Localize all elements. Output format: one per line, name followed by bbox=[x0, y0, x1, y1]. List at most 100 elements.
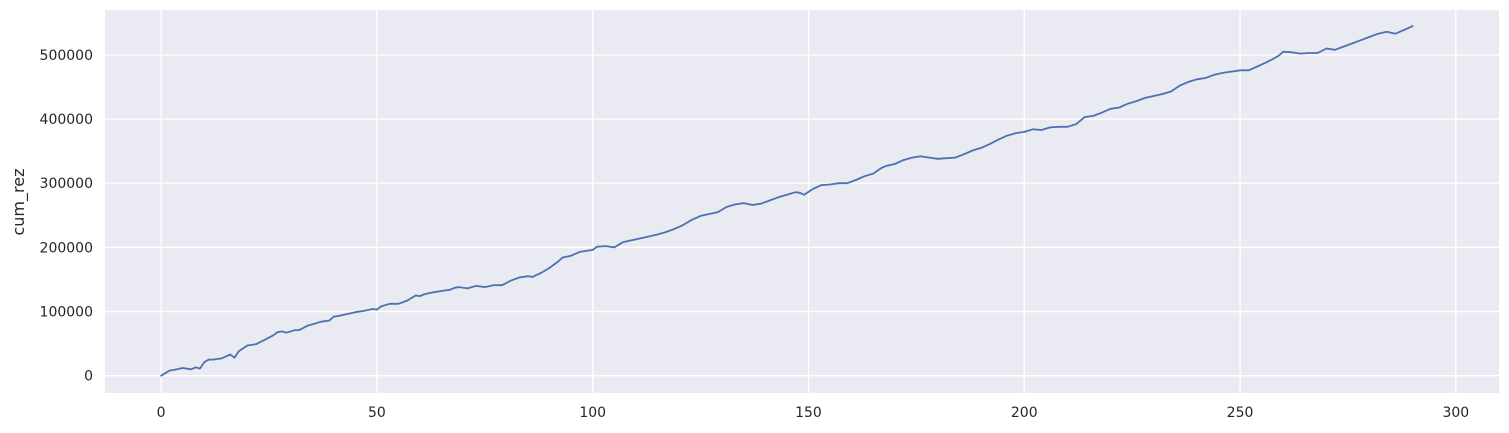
data-point bbox=[557, 260, 559, 263]
data-point bbox=[1118, 106, 1120, 109]
data-point bbox=[902, 159, 905, 161]
data-point bbox=[1334, 49, 1336, 51]
data-point bbox=[548, 267, 551, 269]
data-point bbox=[786, 194, 788, 196]
y-tick-label: 500000 bbox=[40, 48, 93, 64]
data-point bbox=[540, 272, 542, 274]
data-point bbox=[220, 357, 223, 360]
data-point bbox=[1351, 42, 1354, 45]
data-point bbox=[414, 294, 417, 297]
data-point bbox=[911, 156, 913, 159]
data-point bbox=[1368, 36, 1371, 38]
data-point bbox=[212, 358, 214, 361]
y-axis-title: cum_rez bbox=[9, 169, 29, 236]
data-point bbox=[742, 202, 745, 204]
data-point bbox=[203, 361, 206, 364]
data-point bbox=[734, 203, 736, 206]
data-point bbox=[963, 153, 965, 156]
data-point bbox=[1316, 52, 1319, 54]
data-point bbox=[1127, 102, 1129, 105]
data-point bbox=[1360, 39, 1362, 41]
data-point bbox=[768, 199, 771, 202]
data-point bbox=[173, 369, 175, 371]
data-point bbox=[1247, 69, 1250, 72]
data-point bbox=[527, 275, 529, 278]
data-point bbox=[1161, 93, 1164, 95]
data-point bbox=[363, 310, 365, 312]
data-point bbox=[1325, 47, 1328, 50]
data-point bbox=[630, 239, 633, 242]
data-point bbox=[591, 249, 594, 251]
data-point bbox=[397, 303, 400, 305]
data-point bbox=[699, 215, 702, 217]
series-layer bbox=[160, 25, 1414, 377]
data-point bbox=[803, 194, 805, 196]
data-point bbox=[263, 339, 266, 341]
data-point bbox=[1066, 126, 1069, 128]
data-point bbox=[233, 356, 236, 359]
x-tick-label: 200 bbox=[1011, 405, 1038, 421]
y-tick-label: 100000 bbox=[40, 305, 93, 321]
data-point bbox=[673, 228, 676, 230]
data-point bbox=[665, 231, 667, 233]
data-point bbox=[954, 156, 956, 159]
data-point bbox=[354, 311, 357, 314]
data-point bbox=[1196, 78, 1198, 81]
data-point bbox=[281, 330, 283, 333]
data-point bbox=[509, 279, 512, 282]
data-point bbox=[1291, 51, 1293, 54]
data-point bbox=[578, 251, 581, 253]
data-point bbox=[389, 303, 391, 305]
data-point bbox=[894, 163, 896, 165]
data-point bbox=[561, 256, 564, 259]
data-point bbox=[1386, 31, 1388, 33]
data-point bbox=[1040, 129, 1043, 131]
data-point bbox=[717, 211, 719, 213]
data-point bbox=[1152, 95, 1155, 97]
data-point bbox=[1394, 32, 1397, 35]
data-point bbox=[307, 324, 309, 327]
data-point bbox=[613, 246, 616, 249]
data-point bbox=[837, 182, 840, 184]
data-point bbox=[1377, 32, 1379, 35]
data-point bbox=[622, 241, 624, 243]
data-point bbox=[1178, 84, 1181, 87]
x-tick-label: 100 bbox=[579, 405, 606, 421]
data-point bbox=[238, 350, 240, 353]
data-point bbox=[449, 288, 452, 291]
data-point bbox=[181, 367, 184, 369]
grid bbox=[105, 10, 1499, 393]
data-point bbox=[475, 285, 478, 287]
data-point bbox=[453, 287, 456, 289]
data-point bbox=[337, 315, 339, 317]
data-point bbox=[376, 308, 378, 311]
data-point bbox=[794, 191, 797, 193]
data-point bbox=[812, 188, 814, 190]
data-point bbox=[1204, 77, 1207, 79]
data-point bbox=[1075, 123, 1077, 125]
data-point bbox=[255, 343, 257, 346]
data-point bbox=[531, 276, 534, 278]
data-point bbox=[799, 192, 801, 194]
data-point bbox=[708, 213, 710, 215]
data-point bbox=[484, 286, 486, 288]
data-point bbox=[1299, 52, 1302, 55]
data-point bbox=[190, 368, 193, 371]
data-point bbox=[648, 235, 650, 238]
x-tick-label: 50 bbox=[368, 405, 386, 421]
data-point bbox=[570, 254, 572, 257]
data-point bbox=[492, 284, 495, 287]
data-point bbox=[1187, 81, 1190, 83]
data-point bbox=[682, 224, 685, 226]
data-point bbox=[285, 331, 288, 334]
data-point bbox=[919, 155, 922, 158]
data-point bbox=[1411, 25, 1414, 27]
data-point bbox=[751, 204, 754, 206]
data-point bbox=[691, 219, 693, 221]
data-point bbox=[604, 245, 607, 247]
data-point bbox=[466, 287, 469, 290]
data-point bbox=[440, 290, 443, 292]
data-point bbox=[777, 196, 780, 199]
data-point bbox=[419, 295, 421, 297]
